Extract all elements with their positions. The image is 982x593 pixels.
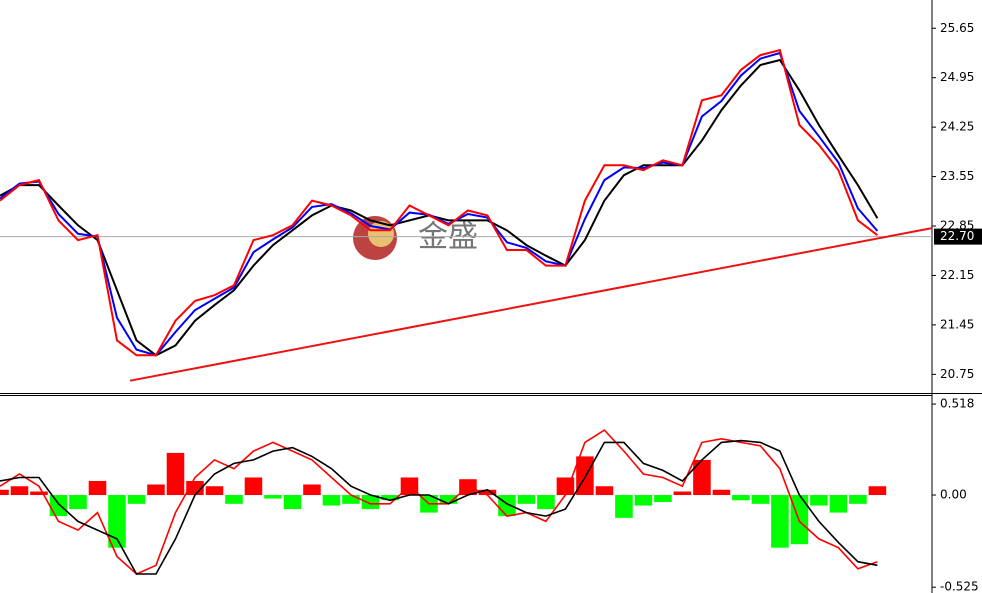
histogram-bar — [654, 495, 672, 503]
line — [129, 227, 933, 382]
y-tick-label: 20.75 — [940, 367, 974, 381]
histogram-bar — [693, 459, 711, 496]
line — [0, 429, 878, 575]
line — [0, 51, 879, 357]
histogram-bar — [49, 495, 68, 517]
histogram-bar — [673, 491, 692, 496]
y-tick-label: -0.525 — [940, 580, 979, 593]
histogram-bar — [810, 495, 828, 506]
histogram-bar — [127, 495, 146, 504]
histogram-bar — [615, 495, 633, 518]
histogram-bar — [166, 452, 185, 496]
histogram-bar — [69, 495, 87, 510]
y-tick-label: 22.15 — [940, 268, 974, 282]
histogram-bar — [244, 477, 263, 496]
histogram-bar — [342, 495, 360, 504]
y-tick-label: 24.25 — [940, 120, 974, 134]
histogram-bar — [732, 495, 750, 501]
histogram-bar — [88, 480, 107, 496]
histogram-bar — [205, 486, 224, 496]
histogram-bar — [322, 495, 341, 506]
y-tick-label: 0.00 — [940, 488, 967, 502]
histogram-bar — [30, 491, 48, 496]
histogram-bar — [0, 489, 9, 496]
y-tick-label: 24.95 — [940, 70, 974, 84]
y-tick-label: 0.518 — [940, 397, 974, 411]
histogram-bar — [712, 489, 731, 496]
histogram-bar — [264, 495, 282, 499]
histogram-bar — [303, 484, 321, 496]
histogram-bar — [10, 486, 29, 496]
histogram-bar — [439, 495, 458, 504]
histogram-bar — [517, 495, 536, 504]
histogram-bar — [595, 486, 614, 496]
histogram-bar — [829, 495, 848, 513]
current-price-label: 22.70 — [940, 229, 974, 243]
histogram-bar — [537, 495, 555, 510]
histogram-bar — [283, 495, 302, 510]
histogram-bar — [634, 495, 653, 506]
y-tick-label: 23.55 — [940, 169, 974, 183]
histogram-bar — [108, 495, 126, 548]
histogram-bar — [225, 495, 243, 504]
line — [0, 48, 879, 357]
histogram-bar — [361, 495, 380, 510]
histogram-bar — [147, 484, 165, 496]
current-price-box — [934, 228, 982, 245]
histogram-bar — [868, 486, 887, 496]
histogram-bar — [576, 456, 594, 496]
histogram-bar — [478, 489, 497, 496]
y-tick-label: 25.65 — [940, 21, 974, 35]
histogram-bar — [381, 495, 399, 501]
line — [0, 439, 878, 575]
histogram-bar — [771, 495, 789, 548]
line — [0, 58, 879, 357]
histogram-bar — [849, 495, 867, 504]
histogram-bar — [498, 495, 516, 517]
histogram-bar — [751, 495, 770, 504]
y-tick-label: 21.45 — [940, 317, 974, 331]
